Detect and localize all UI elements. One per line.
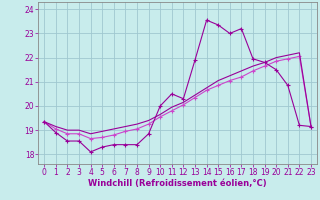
X-axis label: Windchill (Refroidissement éolien,°C): Windchill (Refroidissement éolien,°C) xyxy=(88,179,267,188)
